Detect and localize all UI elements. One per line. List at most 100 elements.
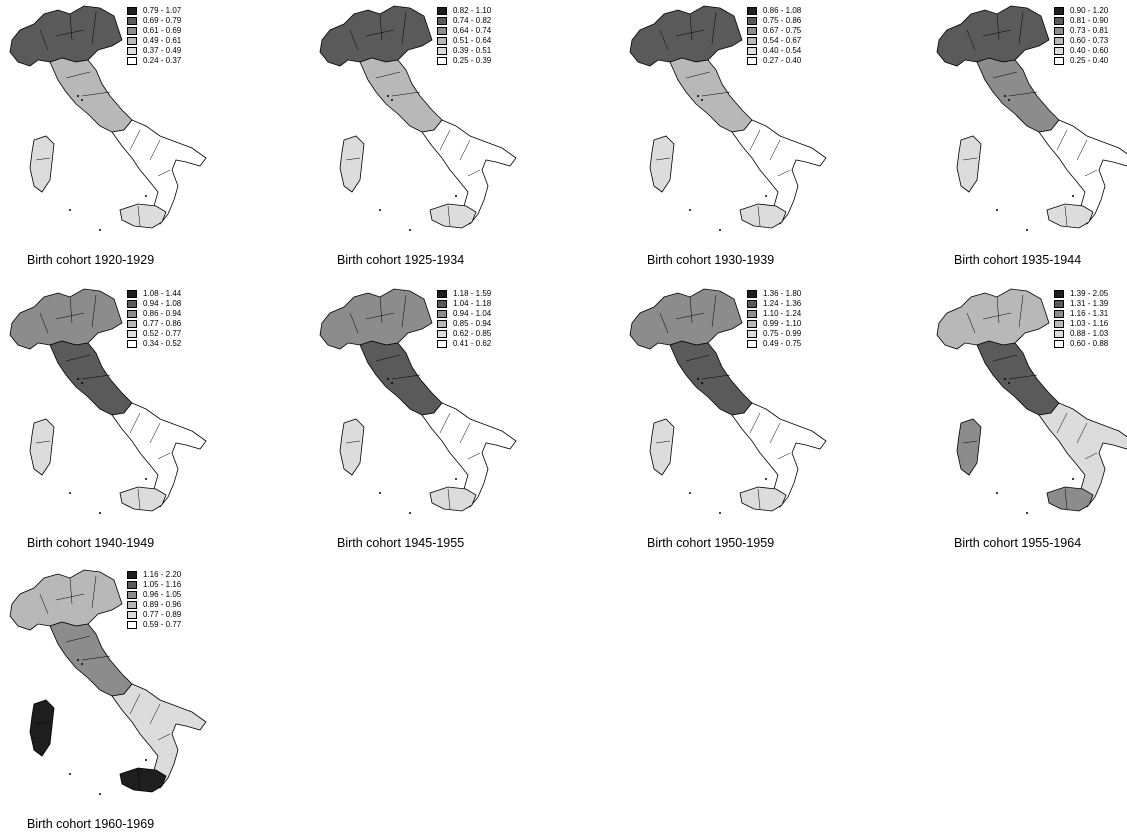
map-panel: 0.79 - 1.07 0.69 - 0.79 0.61 - 0.69 0.49 - …	[0, 0, 270, 275]
province-boundary	[749, 412, 761, 434]
north-region	[936, 5, 1050, 67]
center-region	[669, 57, 753, 133]
legend-label: 0.39 - 0.51	[453, 46, 492, 55]
map-panel: 1.18 - 1.59 1.04 - 1.18 0.94 - 1.04 0.85 - …	[310, 283, 580, 558]
sardinia-region	[29, 135, 55, 193]
legend-entry: 0.69 - 0.79	[127, 16, 181, 26]
center-region	[976, 340, 1060, 416]
province-boundary	[81, 91, 111, 97]
map-legend: 0.90 - 1.20 0.81 - 0.90 0.73 - 0.81 0.60 - …	[1054, 6, 1108, 66]
legend-label: 1.16 - 2.20	[143, 570, 182, 579]
legend-swatch	[747, 7, 757, 15]
map-panel: 0.90 - 1.20 0.81 - 0.90 0.73 - 0.81 0.60 - …	[927, 0, 1127, 275]
legend-entry: 0.41 - 0.62	[437, 339, 491, 349]
province-boundary	[65, 635, 91, 643]
italy-map	[9, 288, 207, 514]
legend-entry: 1.08 - 1.44	[127, 289, 181, 299]
sicily-region	[1046, 203, 1094, 229]
province-boundary	[467, 452, 481, 460]
italy-map	[319, 288, 517, 514]
legend-entry: 0.64 - 0.74	[437, 26, 491, 36]
legend-label: 0.60 - 0.73	[1070, 36, 1109, 45]
sicily-region	[119, 767, 167, 793]
legend-swatch	[1054, 47, 1064, 55]
small-island	[77, 378, 79, 380]
province-boundary	[996, 13, 1000, 41]
legend-swatch	[127, 57, 137, 65]
province-boundary	[711, 294, 717, 328]
legend-entry: 1.24 - 1.36	[747, 299, 801, 309]
legend-label: 0.49 - 0.75	[763, 339, 802, 348]
legend-label: 0.61 - 0.69	[143, 26, 182, 35]
province-boundary	[1018, 294, 1024, 328]
province-boundary	[149, 422, 161, 444]
province-boundary	[1018, 11, 1024, 45]
legend-swatch	[747, 340, 757, 348]
province-boundary	[757, 205, 761, 227]
sicily-region	[119, 203, 167, 229]
province-boundary	[129, 129, 141, 151]
province-boundary	[65, 354, 91, 362]
province-boundary	[962, 157, 978, 161]
province-boundary	[55, 312, 85, 320]
province-boundary	[459, 422, 471, 444]
map-caption: Birth cohort 1920-1929	[27, 253, 155, 267]
legend-entry: 0.62 - 0.85	[437, 329, 491, 339]
map-caption: Birth cohort 1950-1959	[647, 536, 775, 550]
legend-label: 0.88 - 1.03	[1070, 329, 1109, 338]
sicily-region	[429, 486, 477, 512]
map-legend: 0.86 - 1.08 0.75 - 0.86 0.67 - 0.75 0.54 - …	[747, 6, 801, 66]
legend-swatch	[747, 57, 757, 65]
sardinia-region	[649, 418, 675, 476]
legend-swatch	[747, 330, 757, 338]
province-boundary	[1064, 488, 1068, 510]
sardinia-region	[956, 135, 982, 193]
legend-label: 0.82 - 1.10	[453, 6, 492, 15]
map-legend: 1.16 - 2.20 1.05 - 1.16 0.96 - 1.05 0.89 - …	[127, 570, 181, 630]
legend-swatch	[127, 591, 137, 599]
legend-label: 0.40 - 0.60	[1070, 46, 1109, 55]
small-island	[99, 793, 101, 795]
legend-swatch	[127, 320, 137, 328]
province-boundary	[35, 440, 51, 444]
small-island	[387, 95, 389, 97]
south-region	[111, 683, 207, 789]
legend-entry: 0.73 - 0.81	[1054, 26, 1108, 36]
legend-label: 1.18 - 1.59	[453, 289, 492, 298]
legend-entry: 1.05 - 1.16	[127, 580, 181, 590]
legend-entry: 0.94 - 1.04	[437, 309, 491, 319]
province-boundary	[1084, 169, 1098, 177]
legend-swatch	[127, 37, 137, 45]
center-region	[669, 340, 753, 416]
legend-label: 0.67 - 0.75	[763, 26, 802, 35]
legend-swatch	[127, 27, 137, 35]
province-boundary	[345, 157, 361, 161]
small-island	[719, 229, 721, 231]
center-region	[49, 621, 133, 697]
province-boundary	[777, 169, 791, 177]
sardinia-region	[29, 418, 55, 476]
legend-entry: 0.94 - 1.08	[127, 299, 181, 309]
province-boundary	[69, 296, 73, 324]
map-panel: 0.82 - 1.10 0.74 - 0.82 0.64 - 0.74 0.51 - …	[310, 0, 580, 275]
legend-swatch	[437, 57, 447, 65]
sicily-region	[739, 486, 787, 512]
legend-label: 0.86 - 0.94	[143, 309, 182, 318]
legend-label: 0.24 - 0.37	[143, 56, 182, 65]
legend-swatch	[747, 320, 757, 328]
small-island	[1026, 512, 1028, 514]
province-boundary	[39, 312, 49, 334]
legend-swatch	[747, 300, 757, 308]
italy-map	[629, 5, 827, 231]
north-region	[319, 288, 433, 350]
province-boundary	[655, 157, 671, 161]
legend-label: 0.86 - 1.08	[763, 6, 802, 15]
legend-swatch	[127, 310, 137, 318]
legend-entry: 1.04 - 1.18	[437, 299, 491, 309]
legend-entry: 0.81 - 0.90	[1054, 16, 1108, 26]
province-boundary	[157, 169, 171, 177]
legend-entry: 0.34 - 0.52	[127, 339, 181, 349]
small-island	[996, 492, 998, 494]
legend-swatch	[437, 47, 447, 55]
legend-entry: 0.82 - 1.10	[437, 6, 491, 16]
